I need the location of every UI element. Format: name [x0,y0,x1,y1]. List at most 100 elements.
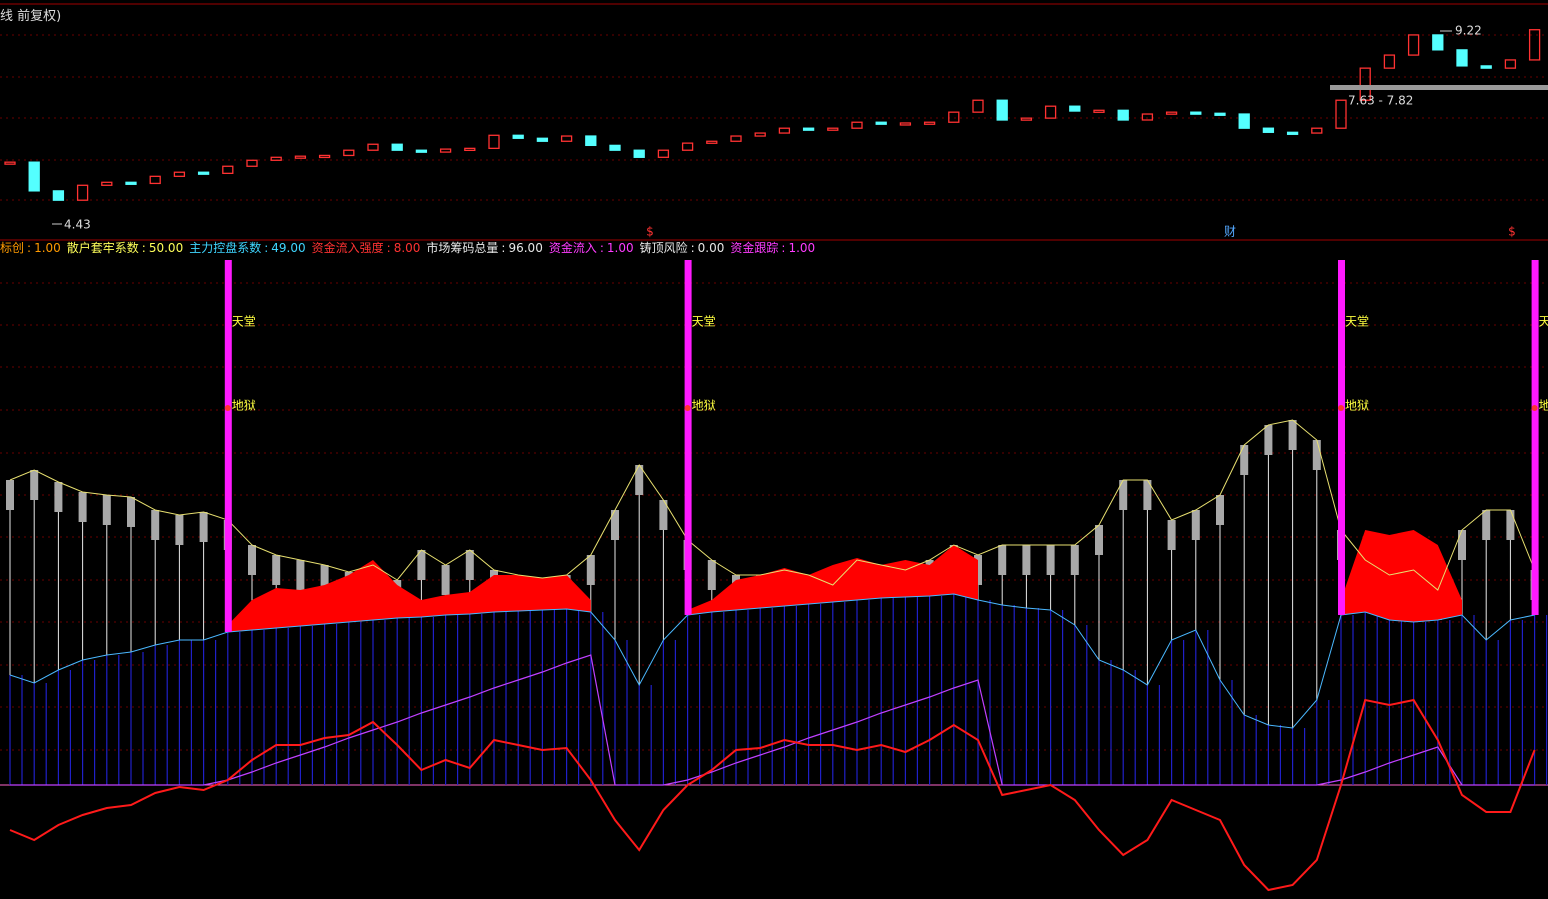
candle [28,161,40,192]
candle [851,121,863,129]
candle [875,121,887,125]
header-title[interactable]: 线 前复权) [0,9,62,24]
candle [1383,54,1396,69]
red-line [9,698,1536,892]
high-label: 9.22 [1455,24,1482,38]
candle [125,181,137,185]
gray-block [1046,545,1055,575]
candle [1069,105,1081,112]
candle [1190,111,1202,115]
legend-name: 散户套牢系数 [66,241,139,255]
red-area [227,560,591,632]
candle [391,143,403,151]
legend-value: 1.00 [34,241,61,255]
gray-block [465,550,474,580]
signal-bar [1338,260,1345,615]
gray-block [78,492,87,522]
candle [76,184,89,201]
candle [222,165,234,174]
signal-label-bottom: 地狱 [232,399,256,413]
gray-block [127,497,135,527]
gray-block [1482,510,1491,540]
candle [633,149,645,158]
candle [1165,111,1178,115]
legend-value: 8.00 [393,241,421,255]
event-marker: $ [1508,225,1516,239]
gray-block [1216,495,1224,525]
legend-name: 市场筹码总量 [426,241,499,255]
signal-label-bottom: 地狱 [1539,399,1548,413]
red-area [1341,530,1462,622]
signal-dot [1531,405,1538,411]
candle [1359,67,1371,101]
legend-separator: : [27,241,32,255]
candle [996,99,1008,121]
candle [778,127,791,134]
range-bar [1330,85,1548,90]
gray-block [1312,440,1321,470]
signal-bar [224,260,232,632]
legend-separator: : [264,241,269,255]
gray-block [6,480,14,510]
legend-separator: : [690,241,695,255]
candle [512,134,524,139]
candle [367,143,379,151]
candle [1141,113,1154,121]
candle [415,149,428,153]
candle [802,127,815,131]
low-label: 4.43 [64,218,91,232]
candle [1262,127,1275,133]
gray-block [1458,530,1466,560]
gray-block [1264,425,1273,455]
candle [343,149,355,157]
gray-block [102,495,111,525]
legend-name: 标创 [0,241,25,255]
gray-block [1022,545,1031,575]
gray-block [1167,520,1176,550]
candle [1238,113,1250,129]
signal-bar [1531,260,1539,615]
gray-block [586,555,595,585]
candle [1407,34,1420,56]
candle [1528,29,1541,61]
gray-block [1095,525,1103,555]
candle [923,121,936,125]
candle [1214,112,1226,116]
legend-value: 1.00 [606,241,634,255]
signal-dot [224,405,231,411]
legend-value: 49.00 [271,241,306,255]
gray-block [54,482,63,512]
gray-block [707,560,716,590]
legend-name: 主力控盘系数 [189,241,262,255]
candle [1456,49,1468,67]
gray-block [659,500,668,530]
candle [560,135,573,142]
legend-value: 96.00 [508,241,543,255]
purple-line [10,654,1535,786]
candle [1286,131,1299,135]
legend-separator: : [781,241,786,255]
candle [1311,127,1323,134]
gray-block [441,565,450,595]
gray-block [272,555,281,585]
signal-bar [684,260,692,615]
header: 线 前复权) [0,5,61,24]
candle [464,147,476,152]
legend-item: 散户套牢系数:50.00 [67,241,183,255]
candle [173,171,186,177]
legend-name: 资金跟踪 [730,241,779,255]
legend-separator: : [599,241,604,255]
candle [536,137,549,142]
event-marker: 财 [1224,225,1236,239]
legend-name: 资金流入 [548,241,597,255]
indicator-legend: 标创:1.00 散户套牢系数:50.00 主力控盘系数:49.00 资金流入强度:8.… [0,240,821,256]
legend-value: 50.00 [148,241,184,255]
candle [1117,109,1129,121]
legend-separator: : [501,241,506,255]
candle [4,161,16,165]
legend-item: 资金跟踪:1.00 [730,241,815,255]
signal-label-top: 天堂 [1539,315,1548,329]
signal-label-bottom: 地狱 [692,399,716,413]
legend-value: 0.00 [697,241,725,255]
gray-block [151,510,160,540]
